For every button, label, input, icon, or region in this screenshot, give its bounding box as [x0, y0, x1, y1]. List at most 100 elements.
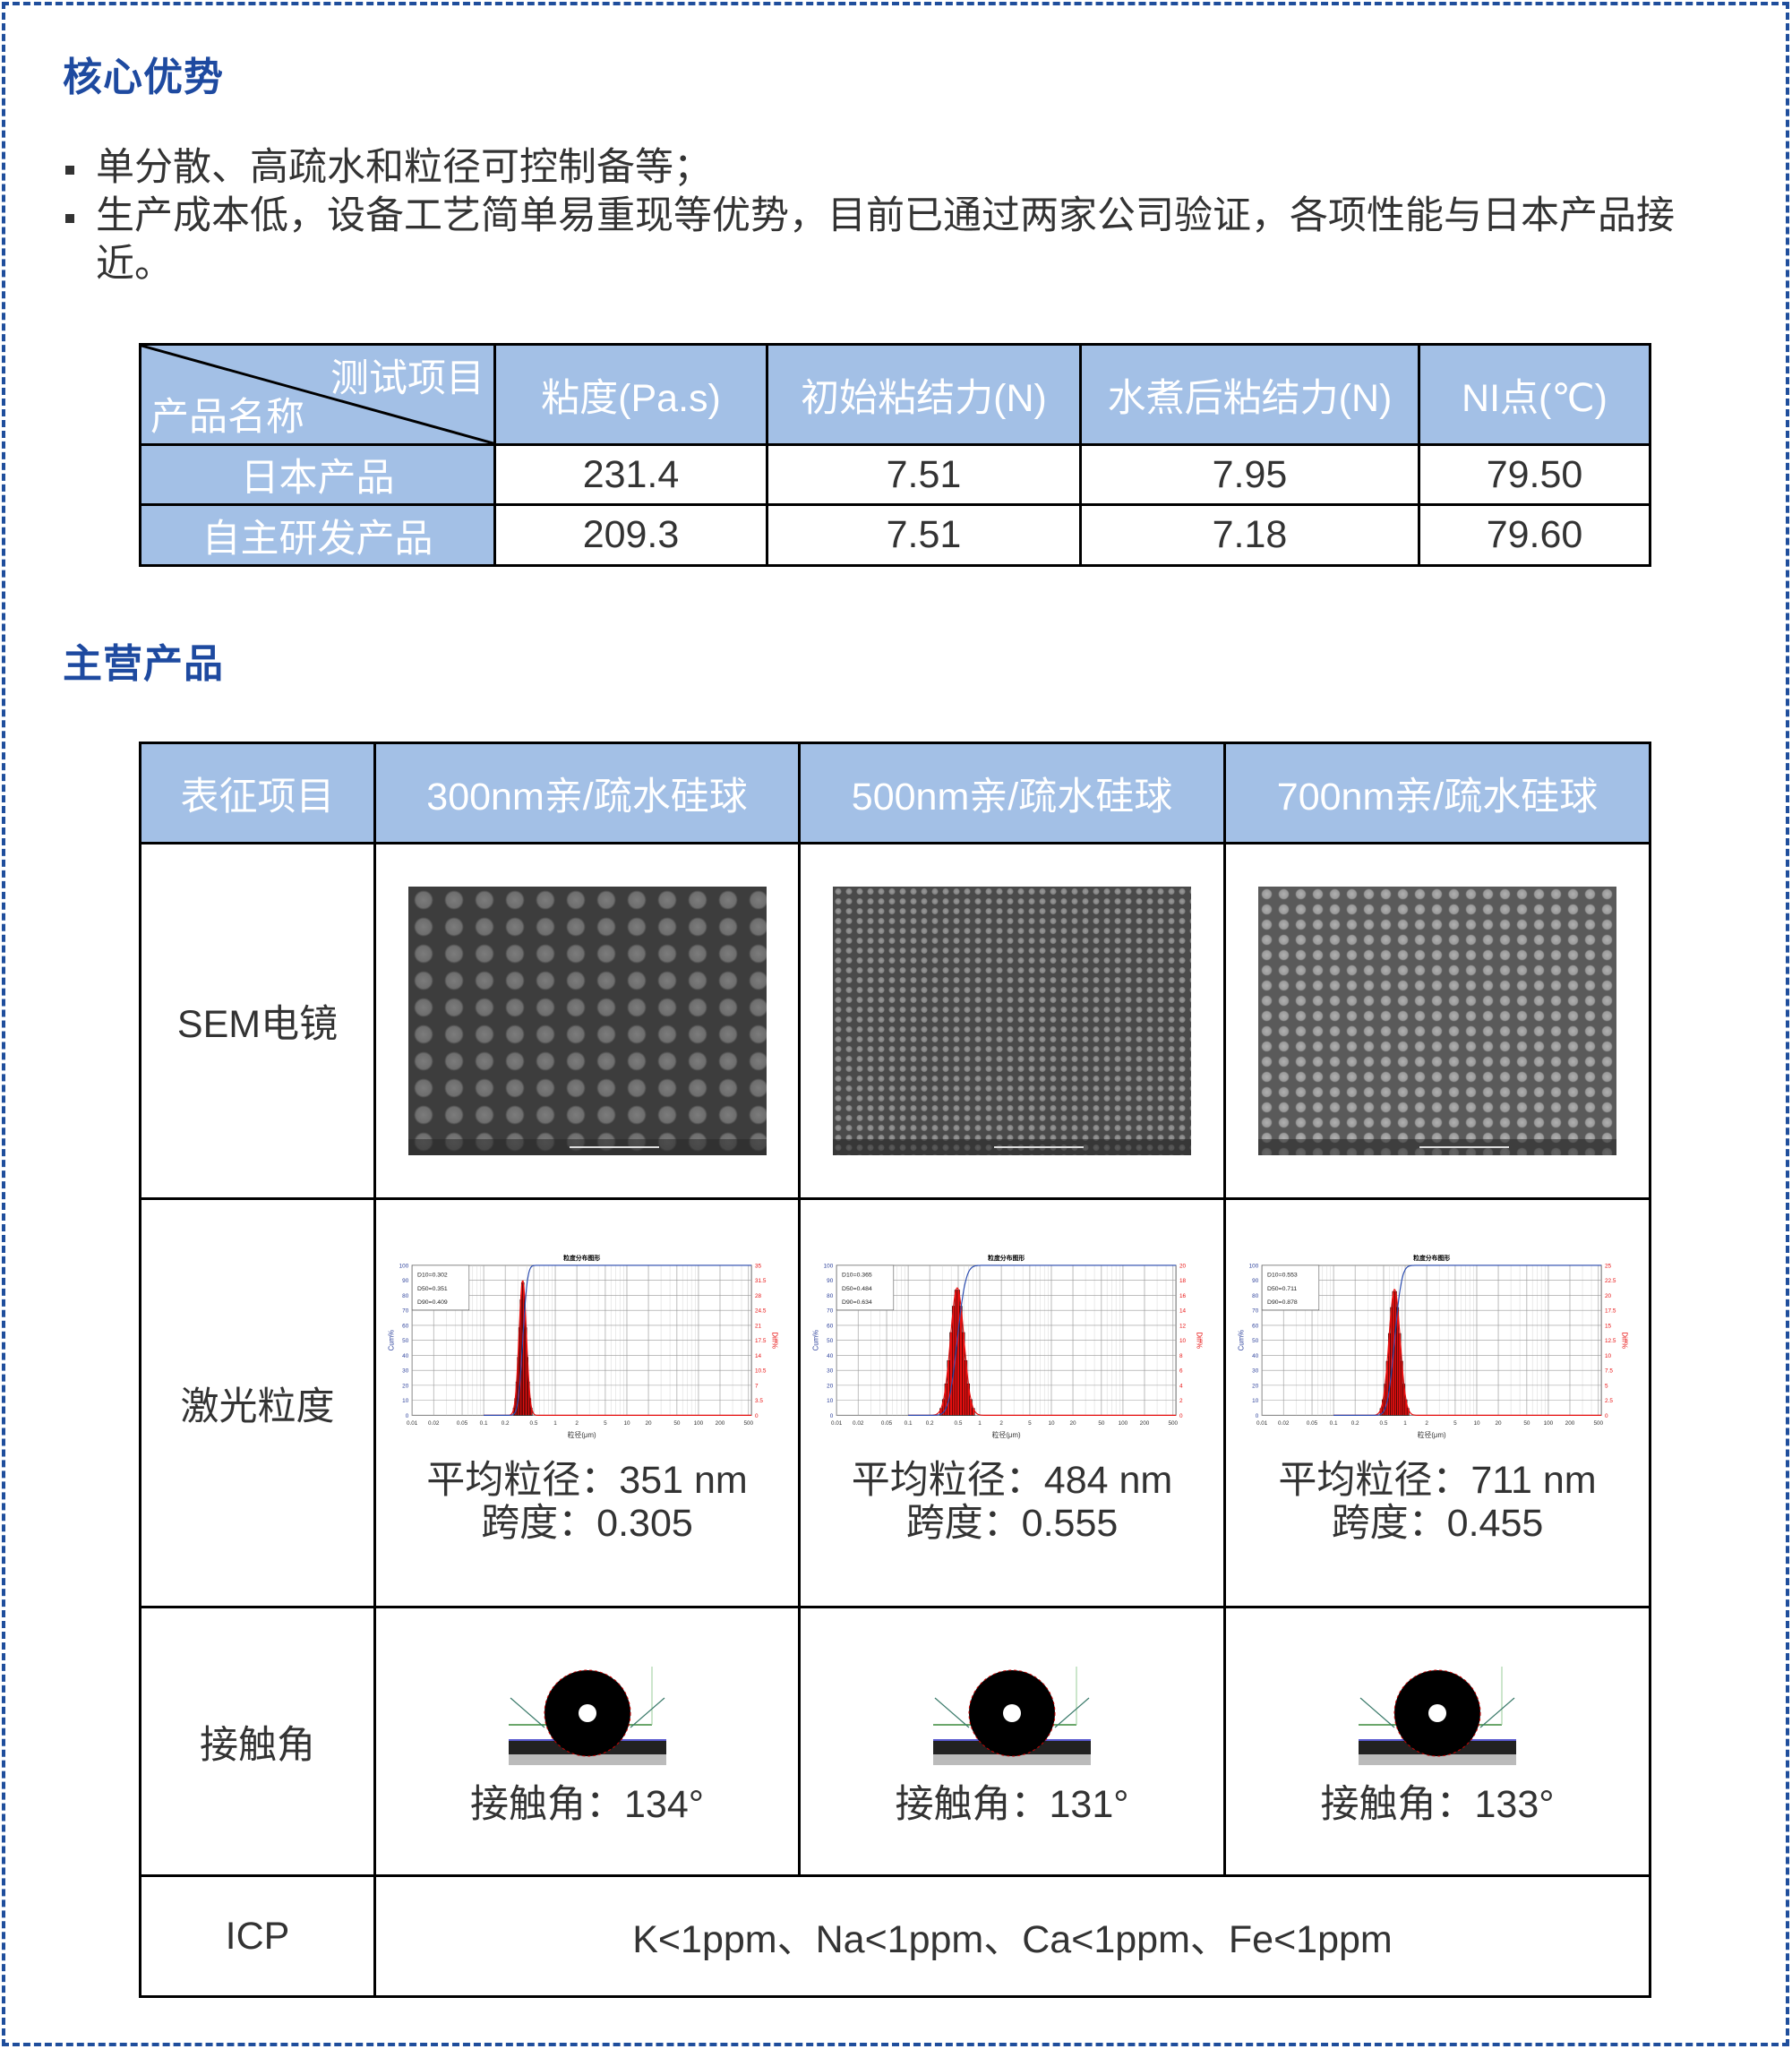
- diff-curve: [908, 1287, 1177, 1416]
- size-distribution-chart-300nm: 0.01 0.02 0.05 0.1 0.2 0.5 1 2 5 10 20 50 100 200 5000…: [387, 1254, 778, 1439]
- y-tick-label: 40: [402, 1352, 409, 1359]
- laser-size-row: 激光粒度 0.01 0.02 0.05 0.1 0.2 0.5 1 2 5 10 20 50 100 20…: [139, 1197, 1651, 1608]
- y2-tick-label: 3.5: [755, 1398, 763, 1404]
- comparison-table: 测试项目 产品名称 粘度(Pa.s) 初始粘结力(N) 水煮后粘结力(N) NI…: [139, 343, 1651, 567]
- column-header: 300nm亲/疏水硅球: [373, 742, 801, 844]
- contact-angle-value: 接触角：133°: [1320, 1782, 1555, 1826]
- contact-angle-row: 接触角 接触角：134° 接触角：131° 接触角：133°: [139, 1606, 1651, 1877]
- cumulative-curve: [1333, 1264, 1602, 1416]
- row-label: ICP: [139, 1874, 376, 1998]
- y2-tick-label: 14: [1179, 1307, 1187, 1314]
- diff-bar: [959, 1305, 963, 1416]
- avg-size: 平均粒径：711 nm: [1278, 1458, 1597, 1502]
- legend-entry: D90=0.878: [1267, 1299, 1298, 1306]
- x-tick-label: 0.02: [428, 1420, 440, 1427]
- y2-axis-label: Diff%: [770, 1332, 778, 1349]
- sem-image-700nm: [1258, 887, 1616, 1155]
- x-tick-label: 5: [1453, 1420, 1457, 1427]
- water-droplet-image-500nm: [933, 1657, 1091, 1765]
- x-tick-label: 200: [715, 1420, 725, 1427]
- cumulative-curve: [483, 1264, 751, 1416]
- y-tick-label: 90: [402, 1278, 409, 1284]
- y-tick-label: 90: [1252, 1278, 1259, 1284]
- x-tick-label: 0.1: [479, 1420, 487, 1427]
- y2-tick-label: 12.5: [1605, 1338, 1616, 1344]
- size-distribution-chart-500nm: 0.01 0.02 0.05 0.1 0.2 0.5 1 2 5 10 20 50 100 200 5000…: [812, 1254, 1204, 1439]
- y-tick-label: 20: [402, 1383, 409, 1389]
- y2-tick-label: 2: [1179, 1398, 1183, 1404]
- diff-curve: [483, 1280, 751, 1416]
- y-tick-label: 20: [1252, 1383, 1259, 1389]
- x-tick-label: 0.2: [501, 1420, 509, 1427]
- bullet-item: 单分散、高疏水和粒径可控制备等；: [63, 143, 1728, 192]
- chart-title: 粒度分布图形: [1413, 1254, 1450, 1262]
- y2-tick-label: 0: [1179, 1412, 1183, 1419]
- y2-tick-label: 35: [755, 1263, 762, 1269]
- legend-entry: D50=0.484: [842, 1285, 872, 1291]
- diagonal-divider: [141, 346, 493, 443]
- y2-tick-label: 21: [755, 1323, 762, 1329]
- y2-tick-label: 0: [755, 1412, 759, 1419]
- table-cell: 7.18: [1079, 503, 1420, 567]
- legend-entry: D50=0.711: [1267, 1285, 1297, 1291]
- table-cell: 7.51: [766, 443, 1082, 506]
- x-tick-label: 0.5: [955, 1420, 963, 1427]
- y2-axis-label: Diff%: [1196, 1332, 1204, 1349]
- x-tick-label: 20: [1496, 1420, 1503, 1427]
- x-tick-label: 10: [1473, 1420, 1480, 1427]
- y2-tick-label: 0: [1605, 1412, 1608, 1419]
- sem-row: SEM电镜: [139, 842, 1651, 1200]
- y2-tick-label: 18: [1179, 1278, 1187, 1284]
- x-tick-label: 0.02: [1278, 1420, 1290, 1427]
- y-tick-label: 10: [402, 1398, 409, 1404]
- column-header: 700nm亲/疏水硅球: [1223, 742, 1651, 844]
- x-tick-label: 2: [575, 1420, 579, 1427]
- y-tick-label: 70: [827, 1307, 834, 1314]
- y-tick-label: 20: [827, 1383, 834, 1389]
- avg-size: 平均粒径：351 nm: [426, 1458, 748, 1502]
- y2-tick-label: 22.5: [1605, 1278, 1616, 1284]
- icp-value: K<1ppm、Na<1ppm、Ca<1ppm、Fe<1ppm: [373, 1874, 1651, 1998]
- x-tick-label: 50: [1523, 1420, 1530, 1427]
- y-tick-label: 0: [830, 1412, 834, 1419]
- y-tick-label: 40: [827, 1352, 834, 1359]
- x-tick-label: 0.05: [456, 1420, 467, 1427]
- row-label: 激光粒度: [139, 1197, 376, 1608]
- y-axis-label: Cum%: [812, 1329, 820, 1350]
- y2-tick-label: 17.5: [1605, 1307, 1616, 1314]
- table-row: 自主研发产品 209.3 7.51 7.18 79.60: [139, 503, 1651, 567]
- y-tick-label: 30: [402, 1367, 409, 1374]
- x-axis-label: 粒径(μm): [567, 1429, 596, 1438]
- x-tick-label: 1: [978, 1420, 982, 1427]
- x-tick-label: 0.05: [881, 1420, 893, 1427]
- y-tick-label: 10: [827, 1398, 834, 1404]
- diff-bar: [956, 1289, 960, 1416]
- y-tick-label: 70: [402, 1307, 409, 1314]
- y-tick-label: 0: [1256, 1412, 1259, 1419]
- x-tick-label: 2: [999, 1420, 1003, 1427]
- y2-tick-label: 8: [1179, 1352, 1183, 1359]
- x-tick-label: 500: [1168, 1420, 1178, 1427]
- y2-tick-label: 4: [1179, 1383, 1183, 1389]
- legend-entry: D10=0.302: [417, 1272, 448, 1278]
- y2-tick-label: 7: [755, 1383, 759, 1389]
- x-tick-label: 100: [1119, 1420, 1128, 1427]
- bullet-item: 生产成本低，设备工艺简单易重现等优势，目前已通过两家公司验证，各项性能与日本产品…: [63, 192, 1728, 288]
- table-cell: 209.3: [493, 503, 768, 567]
- section-title-advantages: 核心优势: [63, 56, 224, 99]
- y2-tick-label: 6: [1179, 1367, 1183, 1374]
- table-cell: 79.60: [1418, 503, 1651, 567]
- span-value: 跨度：0.555: [905, 1501, 1119, 1545]
- cumulative-curve: [908, 1264, 1177, 1416]
- chart-title: 粒度分布图形: [988, 1254, 1025, 1262]
- y-tick-label: 0: [405, 1412, 408, 1419]
- avg-size: 平均粒径：484 nm: [851, 1458, 1173, 1502]
- advantages-list: 单分散、高疏水和粒径可控制备等； 生产成本低，设备工艺简单易重现等优势，目前已通…: [63, 143, 1728, 288]
- column-header: 500nm亲/疏水硅球: [798, 742, 1226, 844]
- column-header: 水煮后粘结力(N): [1079, 343, 1420, 446]
- x-tick-label: 2: [1425, 1420, 1428, 1427]
- y-tick-label: 80: [827, 1292, 834, 1299]
- row-header: 自主研发产品: [139, 503, 496, 567]
- legend-box: [411, 1265, 469, 1310]
- y-tick-label: 70: [1252, 1307, 1259, 1314]
